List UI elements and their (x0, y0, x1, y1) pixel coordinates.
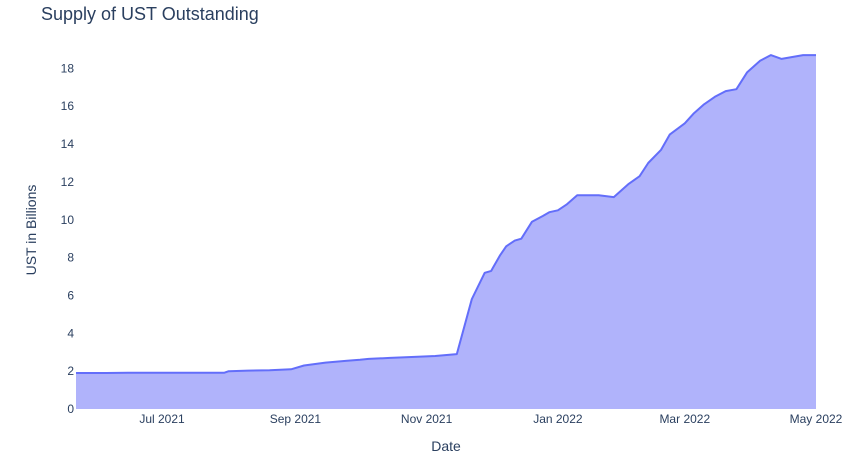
y-tick-label: 12 (61, 175, 75, 189)
x-tick-label: Nov 2021 (401, 412, 453, 426)
y-axis-ticks: 0 2 4 6 8 10 12 14 16 18 (61, 61, 75, 416)
y-tick-label: 0 (67, 402, 74, 416)
supply-line (76, 54, 816, 374)
x-tick-label: Jul 2021 (139, 412, 185, 426)
x-axis-title: Date (431, 438, 461, 454)
y-tick-label: 6 (67, 289, 74, 303)
chart-title: Supply of UST Outstanding (41, 4, 259, 24)
y-tick-label: 10 (61, 213, 75, 227)
x-tick-label: Mar 2022 (659, 412, 710, 426)
y-tick-label: 16 (61, 99, 75, 113)
y-tick-label: 14 (61, 137, 75, 151)
x-tick-label: Sep 2021 (270, 412, 322, 426)
y-tick-label: 8 (67, 251, 74, 265)
x-tick-label: May 2022 (790, 412, 843, 426)
y-tick-label: 2 (67, 364, 74, 378)
x-tick-label: Jan 2022 (533, 412, 583, 426)
y-axis-title: UST in Billions (23, 185, 39, 276)
y-tick-label: 4 (67, 326, 74, 340)
x-axis-ticks: Jul 2021 Sep 2021 Nov 2021 Jan 2022 Mar 2022… (139, 412, 842, 426)
plot-area (76, 54, 816, 409)
y-tick-label: 18 (61, 61, 75, 75)
supply-area-fill (76, 55, 816, 409)
